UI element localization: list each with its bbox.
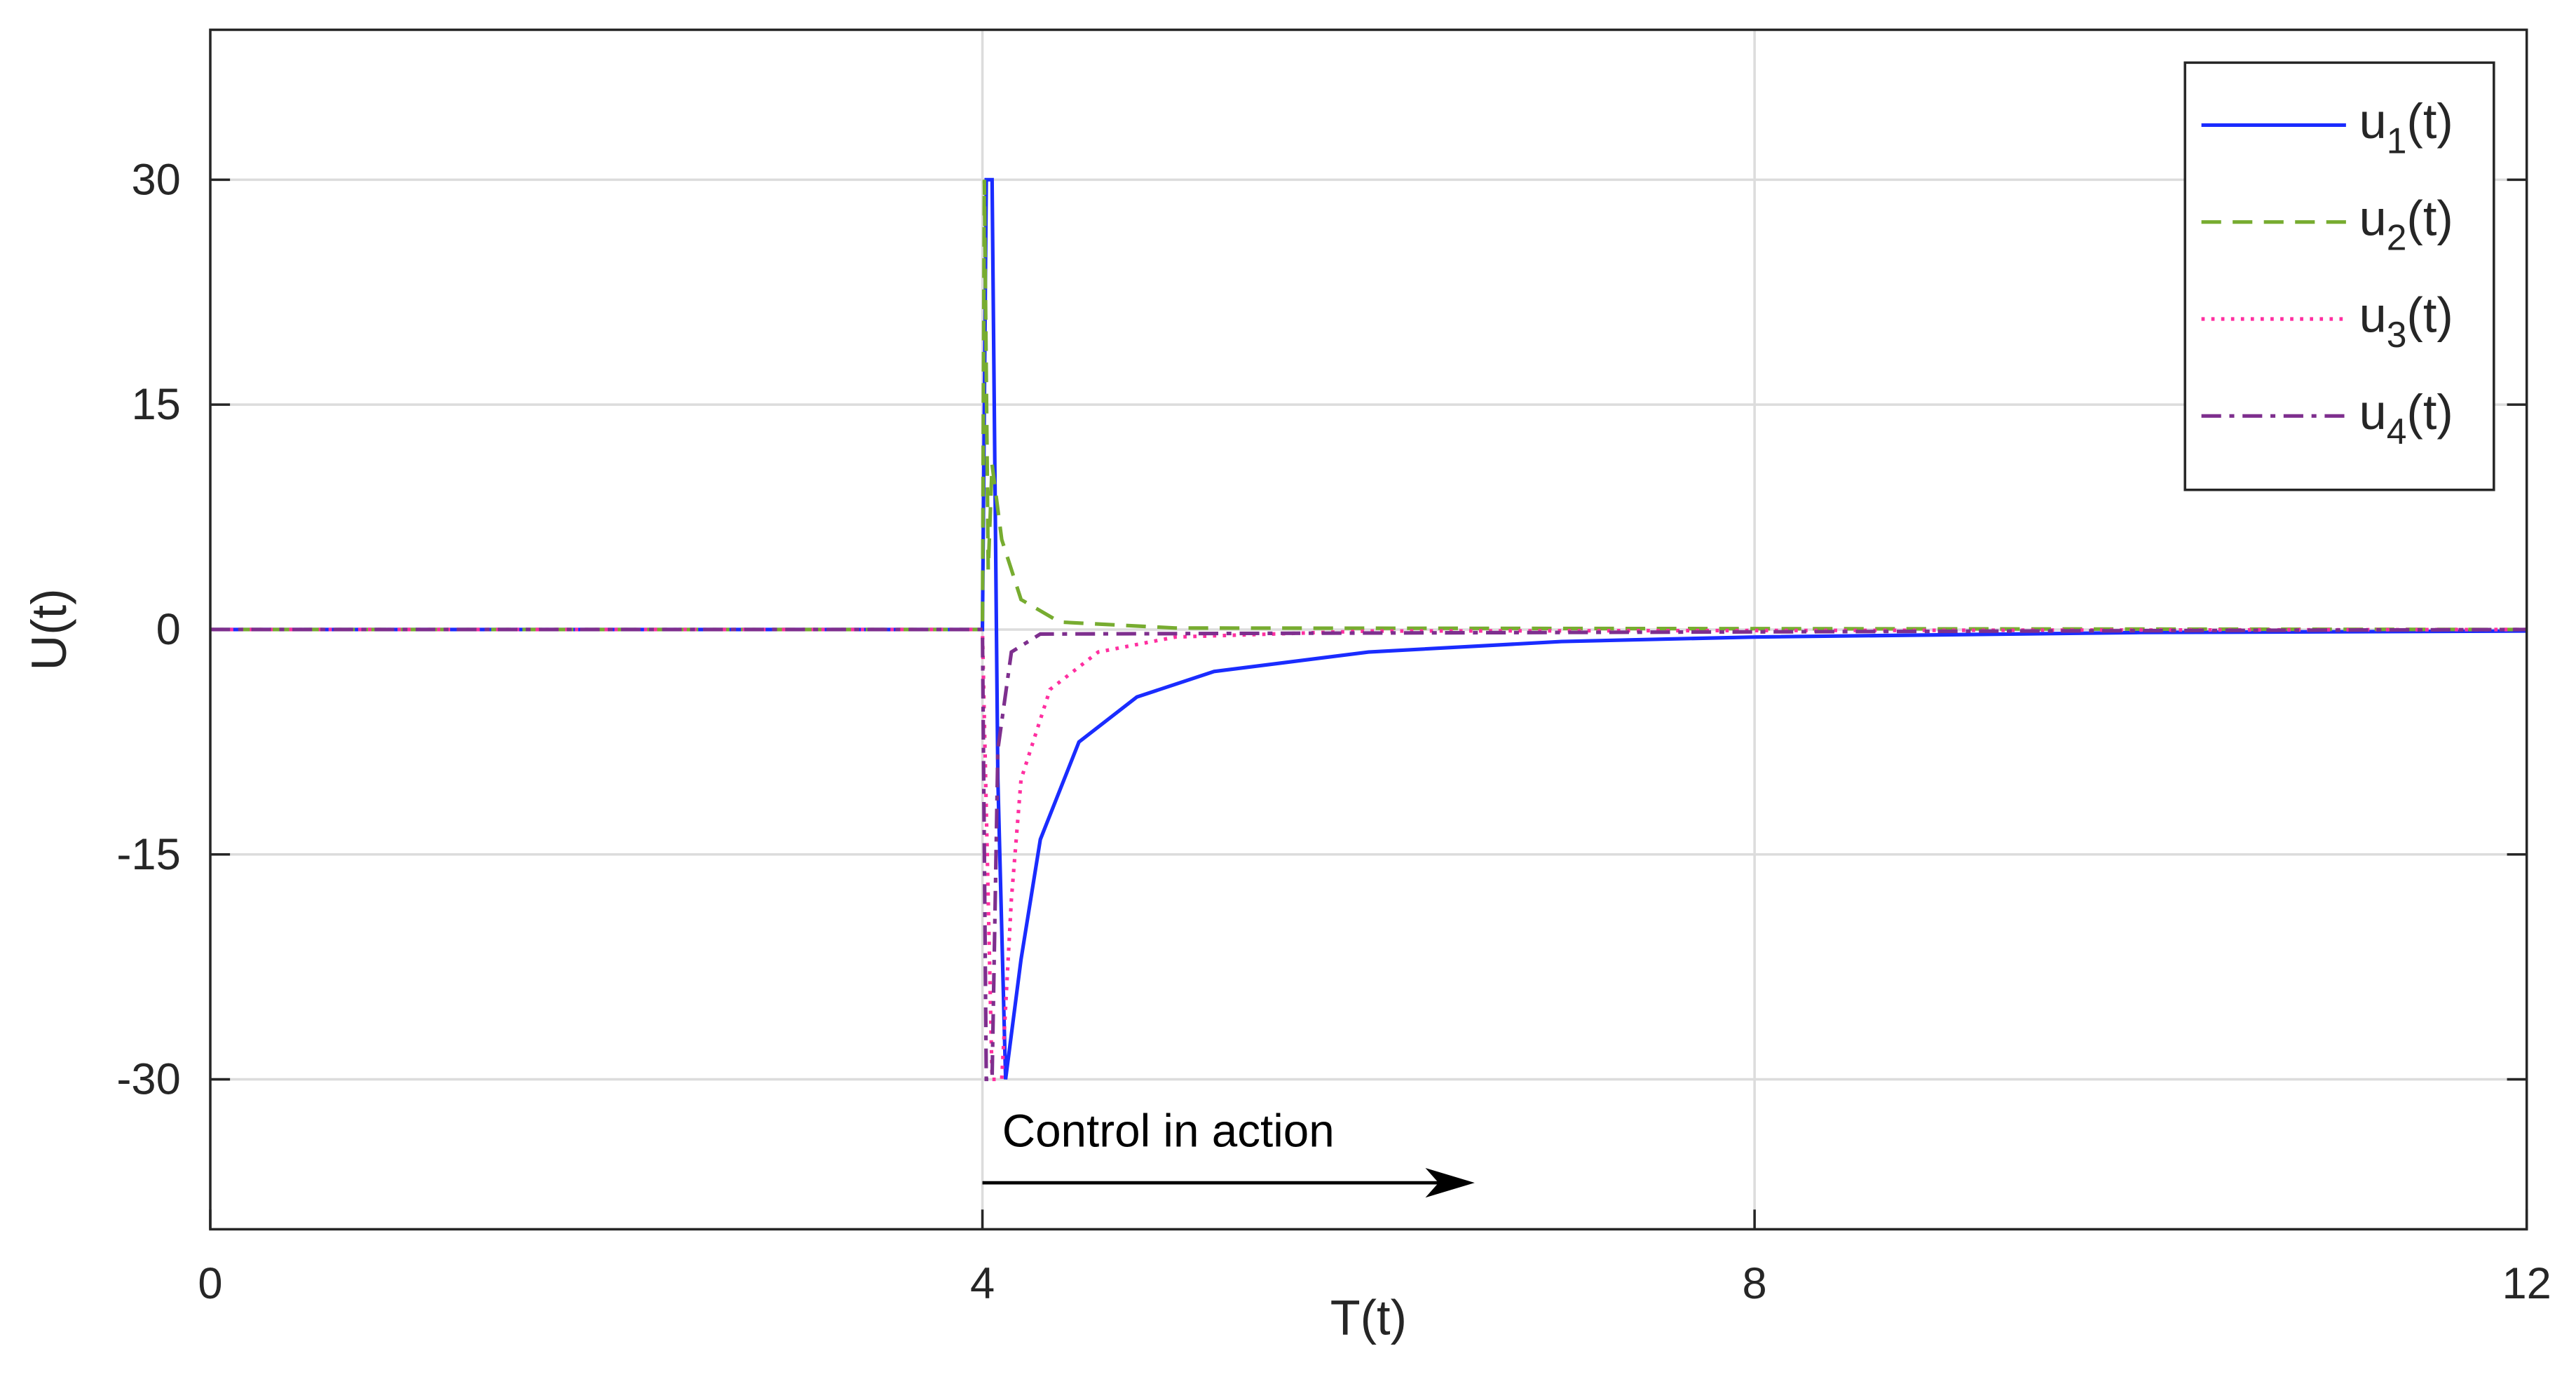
- x-tick-label: 4: [970, 1259, 995, 1308]
- y-axis-label: U(t): [21, 588, 76, 670]
- x-tick-label: 8: [1743, 1259, 1767, 1308]
- series-line: [210, 179, 2527, 632]
- legend-box: [2183, 61, 2495, 491]
- y-tick-label: 15: [131, 380, 180, 429]
- y-tick-label: 30: [131, 155, 180, 204]
- x-tick-label: 0: [198, 1259, 222, 1308]
- series-line: [210, 627, 2527, 1082]
- x-tick-label: 12: [2502, 1259, 2551, 1308]
- y-tick-label: -15: [116, 830, 180, 879]
- legend-label: u4(t): [2359, 384, 2453, 451]
- annotation-text: Control in action: [1002, 1106, 1335, 1157]
- plot-frame: [209, 28, 2528, 1231]
- arrow-head: [1425, 1168, 1475, 1198]
- legend-label: u2(t): [2359, 190, 2453, 257]
- legend-label: u3(t): [2359, 287, 2453, 355]
- y-tick-label: -30: [116, 1055, 180, 1104]
- x-axis-label: T(t): [1330, 1289, 1407, 1345]
- y-tick-label: 0: [156, 605, 181, 654]
- legend-label: u1(t): [2359, 93, 2453, 161]
- series-line: [210, 177, 2527, 1080]
